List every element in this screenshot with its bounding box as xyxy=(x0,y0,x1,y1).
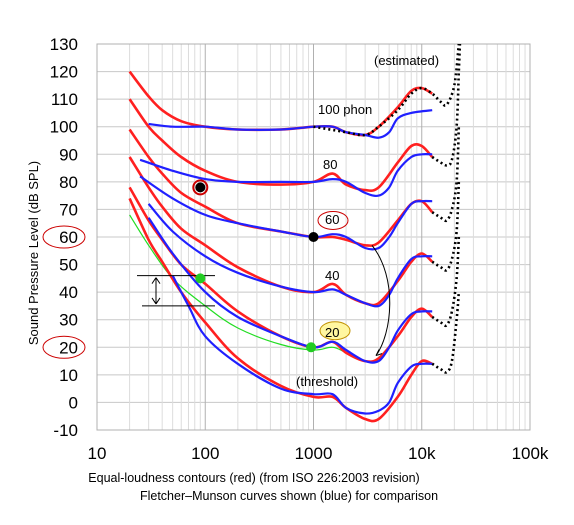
series-group xyxy=(128,43,462,423)
annotation-phon40: 40 xyxy=(325,268,339,283)
annotation-marks xyxy=(42,179,391,359)
y-tick-label: 20 xyxy=(59,338,78,357)
marker-dot xyxy=(195,182,206,193)
marker-dot xyxy=(195,273,206,284)
annotation-estimated: (estimated) xyxy=(374,53,439,68)
y-tick-label: 30 xyxy=(59,311,78,330)
x-tick-label: 100k xyxy=(512,444,549,463)
series-line-fletcher-blue xyxy=(139,175,433,251)
annotation-phon20: 20 xyxy=(325,325,339,340)
y-tick-label: -10 xyxy=(53,421,78,440)
y-tick-label: 50 xyxy=(59,256,78,275)
series-line-fletcher-blue xyxy=(139,152,433,198)
series-line-estimated-dotted xyxy=(431,292,461,374)
series-line-estimated-dotted xyxy=(431,181,461,272)
y-tick-label: 70 xyxy=(59,200,78,219)
y-tick-label: 120 xyxy=(50,63,78,82)
marker-ring xyxy=(192,179,209,196)
annotation-labels: (estimated) 100 phon 80 60 40 20 (threshold) xyxy=(296,53,439,389)
y-tick-labels: -10 0 10 20 30 40 50 60 70 80 90 100 110 120 130 xyxy=(50,35,78,440)
oval-label-60 xyxy=(317,210,349,230)
series-line-iso-red xyxy=(128,98,434,192)
marker-dot xyxy=(308,232,319,242)
bracket-arrow xyxy=(151,277,161,305)
oval-y-60 xyxy=(42,225,86,249)
y-tick-label: 80 xyxy=(59,173,78,192)
curved-arrow xyxy=(371,244,391,356)
y-tick-label: 10 xyxy=(59,366,78,385)
series-line-estimated-dotted xyxy=(431,126,461,223)
series-line-fletcher-blue xyxy=(147,217,433,364)
series-line-fletcher-blue xyxy=(171,275,433,415)
series-line-fletcher-blue xyxy=(148,109,433,139)
caption-line-2: Fletcher–Munson curves shown (blue) for … xyxy=(139,489,439,503)
y-tick-label: 90 xyxy=(59,145,78,164)
caption-line-1: Equal-loudness contours (red) (from ISO … xyxy=(88,471,420,485)
series-line-estimated-dotted xyxy=(313,43,461,137)
oval-label-20 xyxy=(319,321,351,341)
x-tick-label: 10k xyxy=(408,444,436,463)
series-line-iso-red xyxy=(128,156,434,307)
y-tick-label: 130 xyxy=(50,35,78,54)
annotation-phon60: 60 xyxy=(325,212,339,227)
marker-dot xyxy=(306,342,317,353)
y-tick-label: 110 xyxy=(51,90,78,109)
series-line-estimated-dotted xyxy=(431,43,462,167)
y-tick-label: 60 xyxy=(59,228,78,247)
x-tick-label: 10 xyxy=(88,444,107,463)
y-tick-label: 0 xyxy=(69,393,78,412)
x-tick-labels: 10 100 1000 10k 100k xyxy=(88,444,549,463)
y-tick-label: 40 xyxy=(59,283,78,302)
series-line-iso-red xyxy=(128,197,433,423)
x-tick-label: 1000 xyxy=(295,444,333,463)
y-axis-label: Sound Pressure Level (dB SPL) xyxy=(26,161,41,345)
curved-arrow-head xyxy=(375,349,383,357)
annotation-threshold: (threshold) xyxy=(296,374,358,389)
x-tick-label: 100 xyxy=(191,444,219,463)
annotation-phon100: 100 phon xyxy=(318,102,372,117)
plot-frame xyxy=(96,43,531,431)
y-tick-label: 100 xyxy=(50,118,78,137)
annotation-phon80: 80 xyxy=(323,157,337,172)
oval-y-20 xyxy=(42,335,86,359)
series-line-fletcher-blue xyxy=(147,203,433,308)
